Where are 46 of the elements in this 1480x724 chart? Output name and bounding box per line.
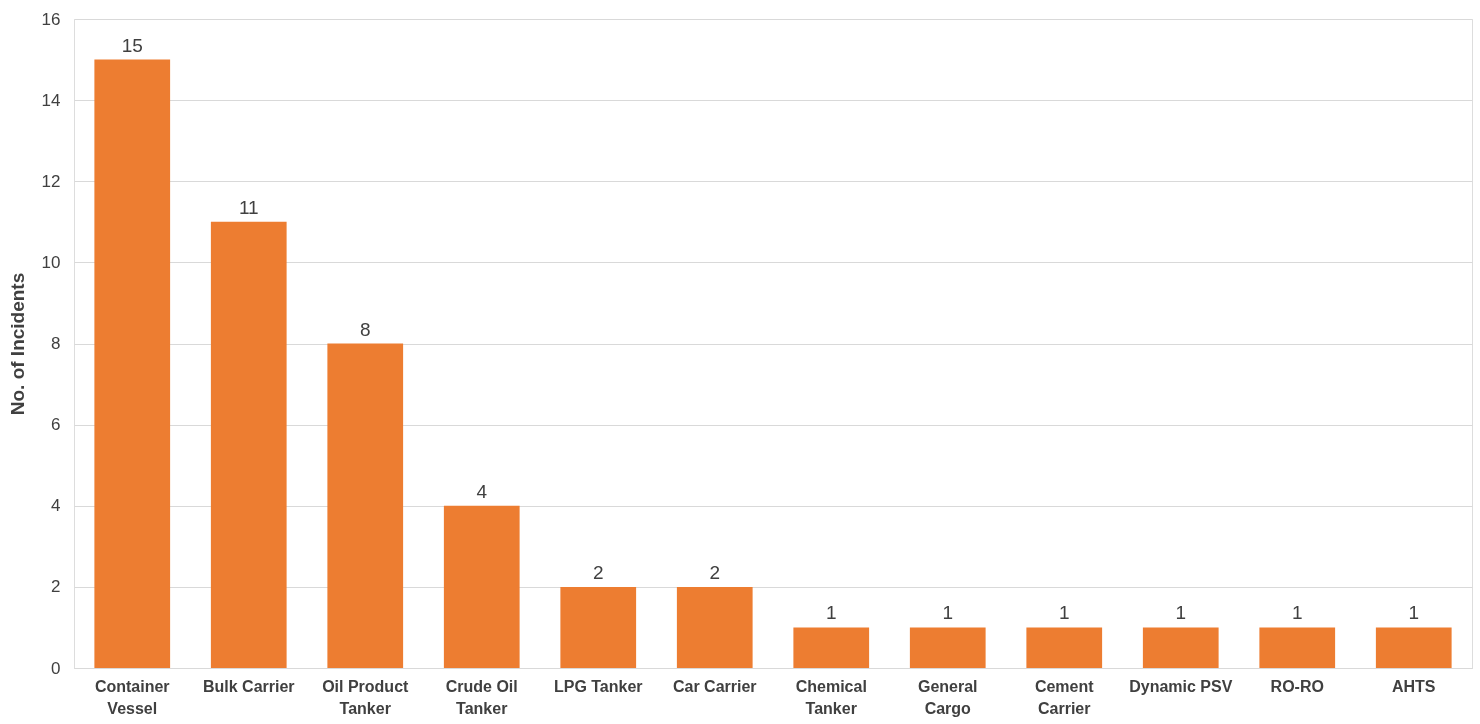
x-tick-label: Oil Product Tanker <box>322 677 410 717</box>
bar <box>1259 627 1336 668</box>
y-tick-label: 0 <box>51 658 61 678</box>
bar <box>676 586 753 668</box>
y-tick-label: 16 <box>41 9 61 29</box>
x-tick-label: LPG Tanker <box>553 677 643 695</box>
data-label: 15 <box>121 34 143 56</box>
y-axis-title: No. of Incidents <box>6 272 28 416</box>
data-label: 2 <box>592 561 604 583</box>
data-label: 2 <box>709 561 721 583</box>
bar <box>1142 627 1219 668</box>
data-label: 8 <box>359 318 371 340</box>
bar <box>210 221 287 668</box>
bar <box>94 59 171 668</box>
y-tick-label: 8 <box>51 334 61 353</box>
x-tick-label: Car Carrier <box>672 677 757 695</box>
data-label: 1 <box>1058 602 1070 624</box>
y-tick-label: 12 <box>41 171 61 191</box>
data-label: 1 <box>1291 602 1303 624</box>
bar <box>1026 627 1103 668</box>
bar <box>909 627 986 668</box>
x-tick-label: Bulk Carrier <box>202 677 295 695</box>
x-tick-label: Chemical Tanker <box>795 677 867 717</box>
y-tick-label: 4 <box>51 496 61 516</box>
bar <box>560 586 637 668</box>
x-tick-label: Crude Oil Tanker <box>445 677 518 717</box>
bar <box>443 505 520 668</box>
bar <box>793 627 870 668</box>
y-tick-label: 6 <box>51 415 61 435</box>
y-tick-label: 10 <box>41 252 61 272</box>
data-label: 1 <box>1175 602 1187 624</box>
x-tick-label: AHTS <box>1391 677 1436 695</box>
x-tick-label: RO-RO <box>1270 677 1324 695</box>
x-tick-label: General Cargo <box>917 677 978 717</box>
x-tick-label: Container Vessel <box>94 677 170 717</box>
bar <box>1375 627 1452 668</box>
data-label: 11 <box>238 196 259 218</box>
data-label: 1 <box>1408 602 1420 624</box>
y-tick-label: 2 <box>51 577 61 597</box>
data-label: 4 <box>476 480 488 502</box>
data-label: 1 <box>825 602 837 624</box>
bar <box>327 343 404 668</box>
x-tick-label: Cement Carrier <box>1034 677 1095 717</box>
data-label: 1 <box>942 602 954 624</box>
y-tick-label: 14 <box>41 90 61 110</box>
x-tick-label: Dynamic PSV <box>1129 677 1233 695</box>
